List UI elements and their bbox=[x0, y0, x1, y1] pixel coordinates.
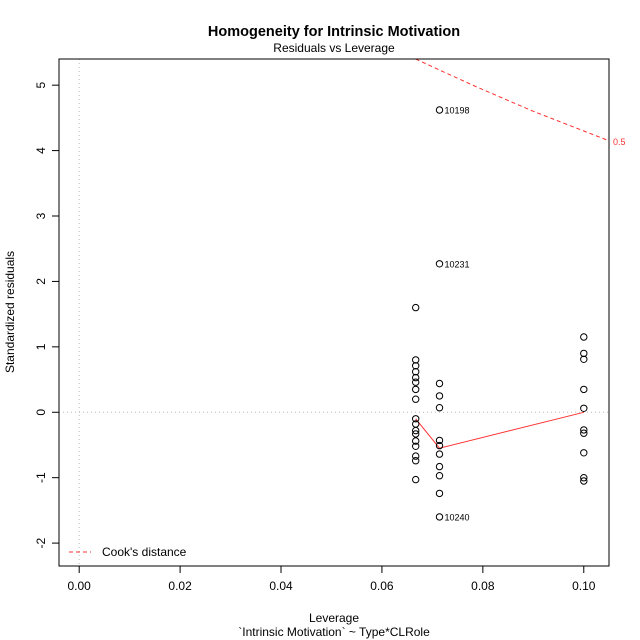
x-axis-label: Leverage bbox=[309, 611, 359, 625]
data-point bbox=[412, 303, 420, 312]
y-tick-label: 4 bbox=[34, 147, 48, 154]
y-axis: -2 -1 0 1 2 3 4 5 bbox=[34, 82, 60, 548]
chart-subtitle: Residuals vs Leverage bbox=[273, 41, 395, 55]
x-tick-label: 0.00 bbox=[68, 579, 92, 593]
data-point bbox=[412, 395, 420, 403]
data-point bbox=[435, 441, 444, 450]
data-point bbox=[435, 450, 444, 458]
data-point bbox=[412, 385, 420, 394]
y-tick-label: 0 bbox=[34, 409, 48, 416]
data-point bbox=[435, 404, 444, 412]
data-point bbox=[435, 260, 444, 268]
data-point bbox=[580, 426, 588, 434]
y-tick-label: 5 bbox=[34, 82, 48, 89]
data-point bbox=[412, 457, 420, 465]
x-tick-label: 0.08 bbox=[471, 579, 495, 593]
x-axis: 0.00 0.02 0.04 0.06 0.08 0.10 bbox=[68, 565, 596, 593]
data-point bbox=[435, 462, 444, 471]
data-point bbox=[580, 333, 588, 341]
data-point bbox=[435, 489, 444, 498]
data-point bbox=[435, 392, 444, 400]
data-point bbox=[412, 373, 420, 382]
data-point bbox=[580, 385, 588, 394]
data-point bbox=[412, 452, 420, 460]
y-tick-label: 3 bbox=[34, 212, 48, 219]
chart-title: Homogeneity for Intrinsic Motivation bbox=[208, 24, 460, 40]
data-point bbox=[412, 430, 420, 438]
data-point bbox=[435, 436, 444, 445]
smoother-polyline bbox=[415, 411, 584, 449]
data-point bbox=[435, 513, 444, 521]
reference-lines bbox=[59, 59, 609, 566]
data-point bbox=[412, 415, 420, 423]
data-point bbox=[412, 442, 420, 450]
data-point bbox=[435, 379, 444, 388]
data-point bbox=[412, 378, 420, 386]
data-point bbox=[580, 477, 588, 485]
x-tick-label: 0.10 bbox=[572, 579, 596, 593]
point-label: 10240 bbox=[444, 512, 469, 522]
data-point bbox=[412, 437, 420, 445]
cooks-distance-curve: 0.5 bbox=[415, 59, 626, 147]
point-labels: 10198 10231 10240 bbox=[444, 106, 469, 523]
point-label: 10198 bbox=[444, 106, 469, 116]
data-point bbox=[580, 404, 588, 412]
data-point bbox=[580, 474, 588, 482]
legend: Cook's distance bbox=[69, 545, 187, 559]
legend-label: Cook's distance bbox=[102, 545, 187, 559]
data-points bbox=[412, 106, 588, 521]
data-point bbox=[412, 426, 420, 435]
x-tick-label: 0.02 bbox=[168, 579, 192, 593]
y-axis-label: Standardized residuals bbox=[3, 251, 17, 373]
data-point bbox=[412, 475, 420, 484]
data-point bbox=[580, 355, 588, 363]
y-tick-label: -1 bbox=[34, 472, 48, 483]
y-tick-label: 2 bbox=[34, 278, 48, 285]
x-tick-label: 0.06 bbox=[370, 579, 394, 593]
data-point bbox=[580, 449, 588, 457]
y-tick-label: -2 bbox=[34, 537, 48, 548]
cooks-distance-line bbox=[415, 59, 609, 142]
point-label: 10231 bbox=[444, 259, 469, 269]
data-point bbox=[435, 472, 444, 480]
data-point bbox=[435, 106, 444, 114]
data-point bbox=[580, 429, 588, 437]
cooks-distance-level-label: 0.5 bbox=[613, 137, 626, 147]
plot-frame bbox=[58, 58, 610, 567]
x-axis-formula: `Intrinsic Motivation` ~ Type*CLRole bbox=[238, 625, 430, 639]
y-tick-label: 1 bbox=[34, 343, 48, 350]
smoother-line bbox=[415, 411, 584, 449]
x-tick-label: 0.04 bbox=[269, 579, 293, 593]
